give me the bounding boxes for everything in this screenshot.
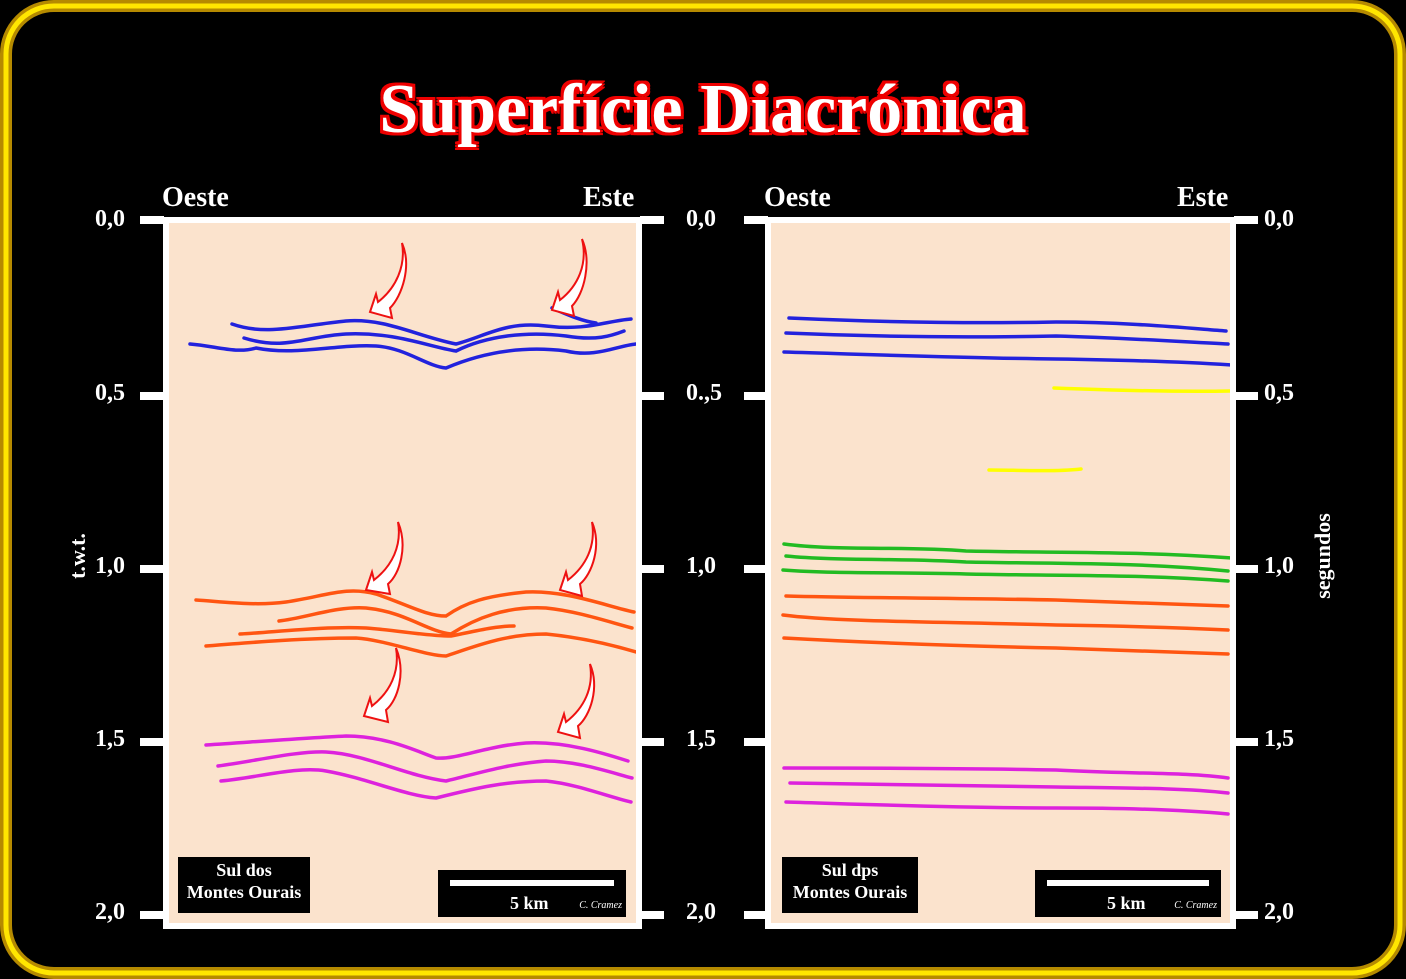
left-east-label: Este <box>583 182 635 213</box>
left-seismic-panel: Sul dos Montes Ourais 5 km C. Cramez <box>163 217 642 929</box>
right-scale-label: 5 km <box>1107 893 1146 913</box>
right-location-line-2: Montes Ourais <box>792 882 908 902</box>
left-author: C. Cramez <box>579 900 622 911</box>
left-tick-2: 1,0 <box>95 553 125 579</box>
right-horizons <box>781 316 1230 816</box>
right-tick-1: 0,5 <box>1264 380 1294 406</box>
right-inner-tick-3: 1,5 <box>686 726 716 752</box>
left-horizons <box>188 238 636 804</box>
right-location-line-1: Sul dps <box>821 860 879 880</box>
right-tick-3: 1,5 <box>1264 726 1294 752</box>
right-axis-label: segundos <box>1309 513 1335 599</box>
left-tick-4: 2,0 <box>95 899 125 925</box>
right-tick-0: 0,0 <box>1264 206 1294 232</box>
left-scale-label: 5 km <box>510 893 549 913</box>
right-inner-tick-1: 0.,5 <box>686 380 722 406</box>
right-tick-2: 1,0 <box>1264 553 1294 579</box>
right-tick-4: 2,0 <box>1264 899 1294 925</box>
right-inner-tick-0: 0,0 <box>686 206 716 232</box>
right-author: C. Cramez <box>1174 900 1217 911</box>
left-location-line-1: Sul dos <box>216 860 272 880</box>
left-scale-bar <box>450 880 614 886</box>
left-tick-3: 1,5 <box>95 726 125 752</box>
right-scale-box: 5 km C. Cramez <box>1035 870 1221 917</box>
right-seismic-panel: Sul dps Montes Ourais 5 km C. Cramez <box>765 217 1236 929</box>
curved-arrow-icon <box>362 238 597 740</box>
right-inner-tick-4: 2,0 <box>686 899 716 925</box>
right-east-label: Este <box>1177 182 1229 213</box>
left-scale-box: 5 km C. Cramez <box>438 870 626 917</box>
left-west-label: Oeste <box>162 182 229 213</box>
left-tick-1: 0,5 <box>95 380 125 406</box>
left-tick-0: 0,0 <box>95 206 125 232</box>
page-title: Superfície Diacrónica <box>379 71 1027 148</box>
right-scale-bar <box>1047 880 1209 886</box>
right-inner-tick-2: 1,0 <box>686 553 716 579</box>
left-location-line-2: Montes Ourais <box>186 882 302 902</box>
right-location-box: Sul dps Montes Ourais <box>782 857 918 913</box>
right-west-label: Oeste <box>764 182 831 213</box>
left-location-box: Sul dos Montes Ourais <box>178 857 310 913</box>
